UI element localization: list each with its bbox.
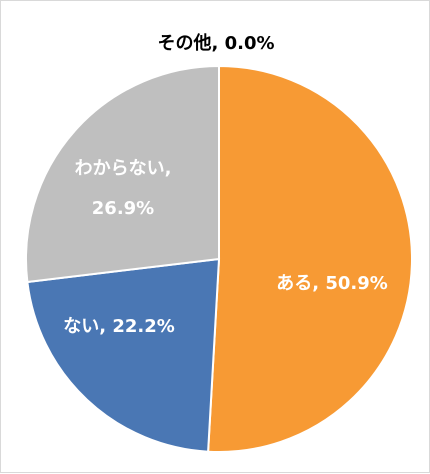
slice-value-wakaranai: 26.9%	[92, 198, 154, 219]
pie-slices	[25, 64, 413, 453]
slice-wakaranai	[25, 64, 220, 284]
slice-label-wakaranai: わからない,	[75, 158, 172, 179]
slice-aru	[207, 64, 413, 453]
slice-label-other: その他, 0.0%	[157, 32, 274, 54]
slice-nai	[26, 257, 221, 453]
slice-label-aru: ある, 50.9%	[276, 273, 388, 294]
slice-label-nai: ない, 22.2%	[63, 316, 175, 337]
